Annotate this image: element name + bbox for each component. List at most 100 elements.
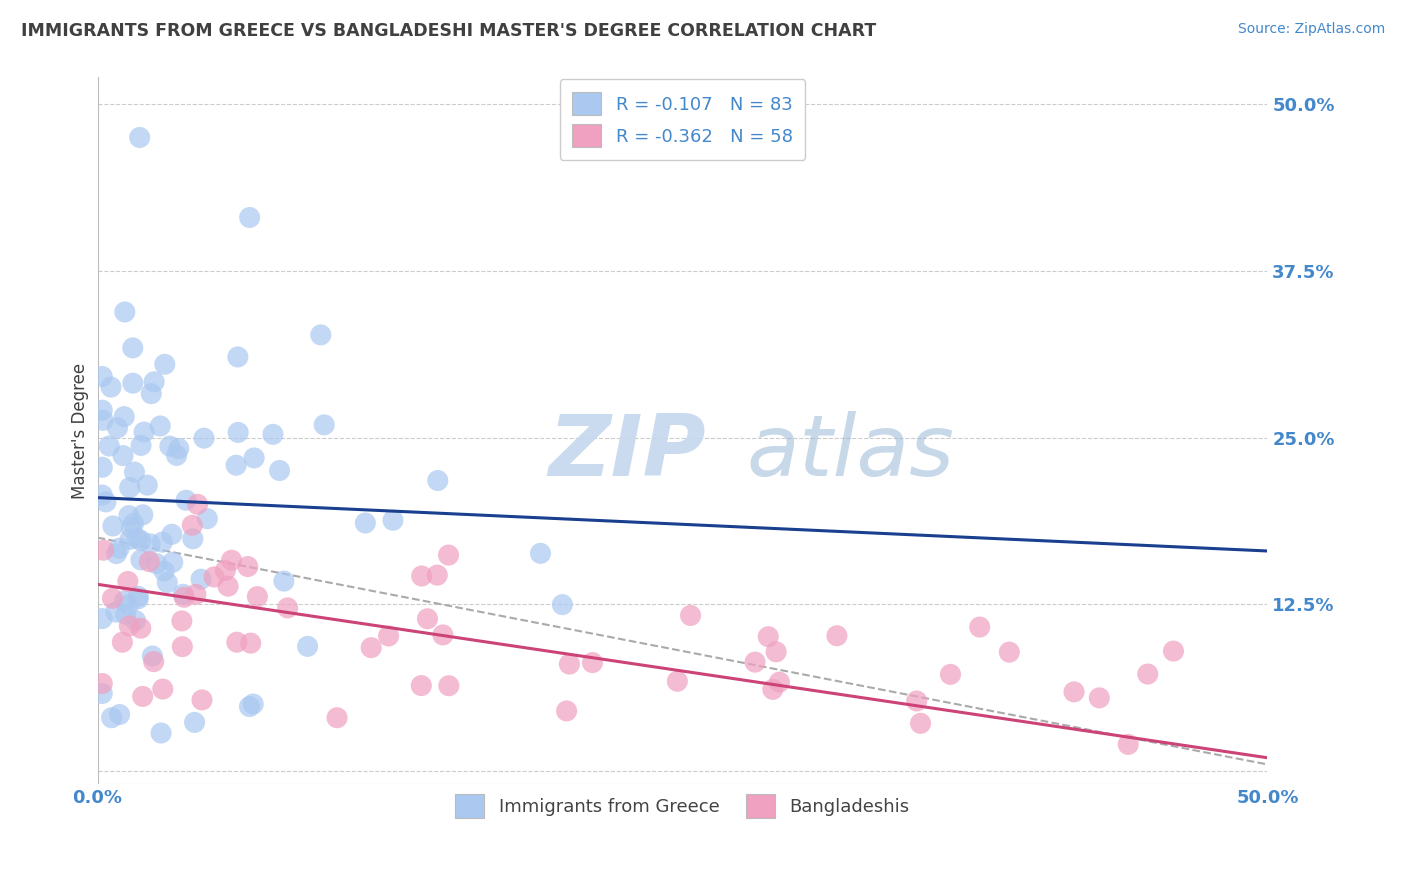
Point: [246, 590, 269, 604]
Point: [1063, 685, 1085, 699]
Point: [118, 508, 141, 523]
Point: [214, 564, 236, 578]
Point: [243, 450, 266, 465]
Point: [108, 541, 131, 556]
Point: [128, 130, 150, 145]
Point: [314, 417, 336, 432]
Point: [150, 535, 173, 549]
Point: [905, 694, 928, 708]
Point: [149, 419, 172, 434]
Point: [127, 591, 149, 606]
Point: [112, 449, 135, 463]
Point: [91, 676, 114, 690]
Point: [239, 211, 262, 225]
Point: [969, 620, 991, 634]
Point: [91, 460, 114, 475]
Point: [825, 629, 848, 643]
Point: [181, 518, 204, 533]
Point: [939, 667, 962, 681]
Point: [555, 704, 578, 718]
Point: [111, 635, 134, 649]
Point: [162, 555, 184, 569]
Point: [226, 350, 249, 364]
Point: [143, 375, 166, 389]
Point: [273, 574, 295, 588]
Point: [127, 590, 149, 604]
Point: [91, 403, 114, 417]
Point: [437, 548, 460, 562]
Point: [91, 488, 114, 502]
Point: [437, 679, 460, 693]
Point: [118, 619, 141, 633]
Point: [156, 575, 179, 590]
Point: [121, 376, 143, 391]
Point: [114, 305, 136, 319]
Point: [159, 439, 181, 453]
Point: [129, 621, 152, 635]
Point: [108, 707, 131, 722]
Point: [150, 726, 173, 740]
Point: [411, 679, 433, 693]
Point: [225, 458, 247, 473]
Point: [195, 511, 218, 525]
Point: [1163, 644, 1185, 658]
Point: [101, 591, 124, 606]
Text: Source: ZipAtlas.com: Source: ZipAtlas.com: [1237, 22, 1385, 37]
Point: [225, 635, 247, 649]
Point: [416, 612, 439, 626]
Point: [187, 497, 209, 511]
Point: [193, 431, 215, 445]
Point: [326, 711, 349, 725]
Y-axis label: Master's Degree: Master's Degree: [72, 363, 89, 499]
Point: [139, 537, 162, 551]
Point: [100, 380, 122, 394]
Point: [93, 543, 115, 558]
Point: [756, 630, 779, 644]
Point: [100, 711, 122, 725]
Point: [91, 686, 114, 700]
Point: [354, 516, 377, 530]
Point: [138, 555, 160, 569]
Point: [121, 341, 143, 355]
Point: [118, 481, 141, 495]
Point: [129, 533, 152, 548]
Point: [184, 587, 207, 601]
Point: [98, 439, 121, 453]
Point: [411, 569, 433, 583]
Legend: Immigrants from Greece, Bangladeshis: Immigrants from Greece, Bangladeshis: [449, 788, 917, 825]
Text: IMMIGRANTS FROM GREECE VS BANGLADESHI MASTER'S DEGREE CORRELATION CHART: IMMIGRANTS FROM GREECE VS BANGLADESHI MA…: [21, 22, 876, 40]
Point: [167, 442, 190, 456]
Point: [382, 513, 405, 527]
Point: [190, 572, 212, 586]
Point: [132, 425, 155, 439]
Point: [239, 636, 262, 650]
Point: [145, 557, 167, 571]
Point: [1136, 667, 1159, 681]
Point: [238, 699, 260, 714]
Point: [432, 628, 454, 642]
Point: [131, 690, 153, 704]
Point: [744, 655, 766, 669]
Point: [762, 682, 785, 697]
Point: [297, 640, 319, 654]
Point: [558, 657, 581, 672]
Point: [141, 648, 163, 663]
Point: [112, 409, 135, 424]
Point: [768, 675, 790, 690]
Point: [377, 629, 399, 643]
Point: [191, 693, 214, 707]
Point: [125, 532, 148, 546]
Point: [217, 579, 239, 593]
Point: [666, 674, 689, 689]
Point: [120, 521, 142, 535]
Point: [1088, 690, 1111, 705]
Point: [910, 716, 932, 731]
Point: [1116, 738, 1139, 752]
Point: [551, 598, 574, 612]
Point: [173, 591, 195, 605]
Text: atlas: atlas: [747, 410, 955, 493]
Point: [426, 568, 449, 582]
Point: [202, 570, 225, 584]
Point: [117, 574, 139, 589]
Point: [765, 645, 787, 659]
